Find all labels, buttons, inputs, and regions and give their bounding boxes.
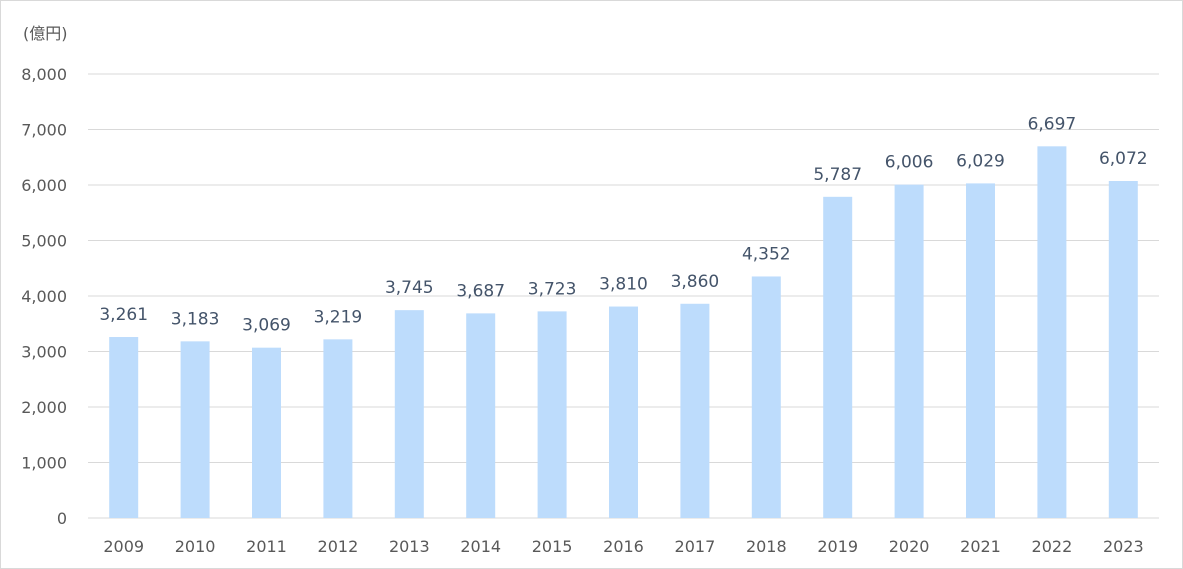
data-label-2013: 3,745 (385, 278, 434, 298)
bar-2014 (466, 313, 496, 518)
bar-2013 (394, 310, 424, 518)
bars (109, 146, 1138, 519)
data-label-2014: 3,687 (456, 281, 505, 301)
data-label-2020: 6,006 (885, 153, 934, 173)
bar-2023 (1108, 181, 1138, 518)
x-tick-label-2013: 2013 (389, 537, 430, 556)
bar-2015 (537, 311, 567, 518)
data-label-2012: 3,219 (314, 307, 363, 327)
y-tick-label: 6,000 (21, 176, 67, 195)
x-tick-label-2015: 2015 (532, 537, 573, 556)
y-tick-label: 8,000 (21, 65, 67, 84)
bar-2022 (1037, 146, 1067, 518)
bar-2010 (180, 341, 210, 518)
x-tick-label-2020: 2020 (889, 537, 930, 556)
y-tick-label: 2,000 (21, 398, 67, 417)
data-label-2018: 4,352 (742, 244, 791, 264)
x-tick-label-2018: 2018 (746, 537, 787, 556)
y-axis-unit-label: (億円) (23, 24, 68, 43)
x-tick-label-2012: 2012 (318, 537, 359, 556)
bar-2011 (252, 347, 281, 518)
x-tick-label-2011: 2011 (246, 537, 287, 556)
data-label-2011: 3,069 (242, 316, 291, 336)
data-label-2016: 3,810 (599, 275, 648, 295)
x-tick-label-2016: 2016 (603, 537, 644, 556)
x-tick-label-2021: 2021 (960, 537, 1001, 556)
bar-2020 (894, 184, 924, 519)
bar-2017 (680, 303, 710, 518)
x-tick-label-2023: 2023 (1103, 537, 1144, 556)
bar-2021 (966, 183, 995, 518)
y-tick-label: 1,000 (21, 454, 67, 473)
data-label-2009: 3,261 (99, 305, 148, 325)
x-tick-label-2017: 2017 (675, 537, 716, 556)
x-tick-label-2009: 2009 (103, 537, 144, 556)
data-label-2010: 3,183 (171, 309, 220, 329)
data-label-2019: 5,787 (813, 165, 862, 185)
data-labels: 3,261 3,183 3,069 3,219 3,745 3,687 3,723 3,810… (99, 114, 1147, 335)
y-tick-label: 4,000 (21, 287, 67, 306)
x-tick-label-2019: 2019 (817, 537, 858, 556)
x-tick-label-2014: 2014 (460, 537, 501, 556)
x-axis-ticks: 2009 2010 2011 2012 2013 2014 2015 2016 2017 2018… (103, 537, 1143, 556)
data-label-2017: 3,860 (671, 272, 720, 292)
data-label-2023: 6,072 (1099, 149, 1148, 169)
y-tick-label: 0 (57, 509, 67, 528)
data-label-2022: 6,697 (1028, 114, 1077, 134)
bar-2012 (323, 339, 353, 518)
x-tick-label-2010: 2010 (175, 537, 216, 556)
y-tick-label: 7,000 (21, 121, 67, 140)
bar-2018 (751, 276, 781, 518)
data-label-2021: 6,029 (956, 151, 1005, 171)
y-axis-ticks: 0 1,000 2,000 3,000 4,000 5,000 6,000 7,000 8,00… (21, 65, 67, 528)
data-label-2015: 3,723 (528, 279, 577, 299)
bar-2019 (823, 196, 853, 518)
bar-2009 (109, 337, 139, 518)
y-tick-label: 5,000 (21, 232, 67, 251)
y-tick-label: 3,000 (21, 343, 67, 362)
bar-2016 (609, 306, 638, 518)
x-tick-label-2022: 2022 (1032, 537, 1073, 556)
